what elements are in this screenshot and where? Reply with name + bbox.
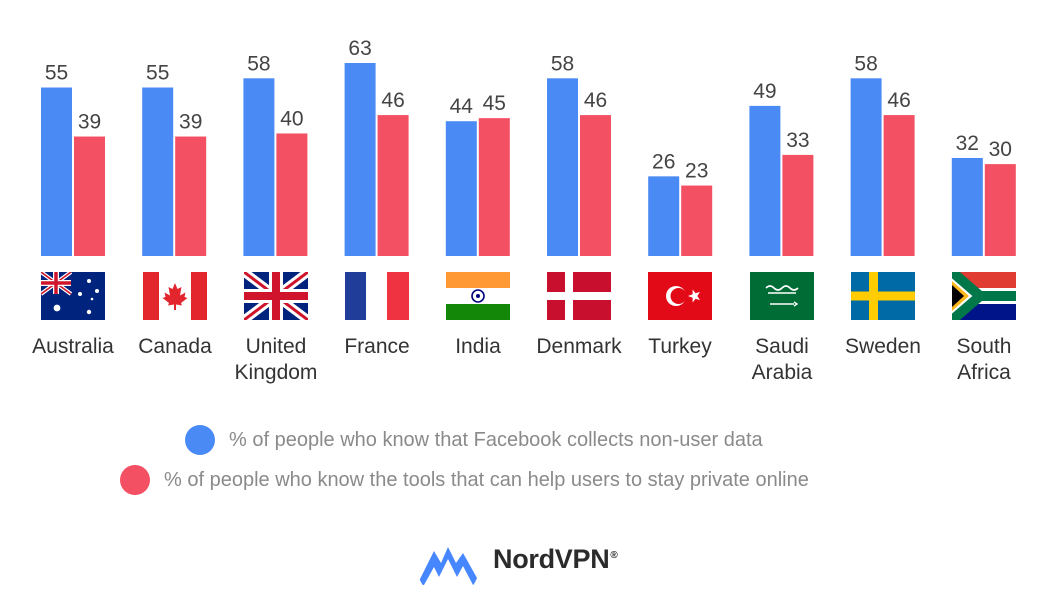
bar-privacy-tools-united-kingdom bbox=[276, 133, 308, 256]
country-canada: Canada bbox=[120, 268, 230, 360]
bar-value-label: 46 bbox=[381, 89, 404, 112]
country-australia: Australia bbox=[18, 268, 128, 360]
country-label: Turkey bbox=[648, 335, 712, 358]
sweden-flag bbox=[851, 272, 915, 320]
turkey-flag bbox=[648, 272, 712, 320]
bar-non-user-data-united-kingdom bbox=[243, 78, 275, 256]
brand-logo: NordVPN® bbox=[415, 533, 618, 585]
country-label: South Africa bbox=[956, 335, 1012, 384]
legend-label: % of people who know that Facebook colle… bbox=[229, 428, 763, 451]
country-sweden: Sweden bbox=[828, 268, 938, 360]
bar-value-label: 55 bbox=[45, 62, 68, 85]
bar-privacy-tools-australia bbox=[74, 136, 105, 256]
bar-privacy-tools-saudi-arabia bbox=[782, 154, 814, 256]
bar-value-label: 40 bbox=[280, 107, 303, 130]
bar-value-label: 46 bbox=[887, 89, 910, 112]
legend-label: % of people who know the tools that can … bbox=[164, 468, 809, 491]
bar-value-label: 44 bbox=[450, 95, 474, 118]
bar-non-user-data-turkey bbox=[648, 176, 680, 256]
legend-item-privacy-tools: % of people who know the tools that can … bbox=[120, 465, 809, 495]
bar-non-user-data-sweden bbox=[850, 78, 882, 256]
bar-privacy-tools-sweden bbox=[883, 115, 915, 256]
bar-value-label: 33 bbox=[786, 129, 809, 152]
bar-non-user-data-canada bbox=[142, 87, 174, 256]
country-label: India bbox=[455, 335, 501, 358]
country-label: Australia bbox=[32, 335, 114, 358]
south-africa-flag bbox=[952, 272, 1016, 320]
country-denmark: Denmark bbox=[524, 268, 634, 360]
bar-value-label: 23 bbox=[685, 160, 708, 183]
bar-value-label: 30 bbox=[989, 138, 1012, 161]
bar-privacy-tools-south-africa bbox=[984, 164, 1016, 256]
bar-chart: 55 39 55 39 58 40 63 46 44 45 58 46 26 23 49 33 58 46 32 30 bbox=[41, 37, 1016, 257]
bar-value-label: 26 bbox=[652, 150, 675, 173]
bar-non-user-data-saudi-arabia bbox=[749, 105, 781, 256]
country-india: India bbox=[423, 268, 533, 360]
denmark-flag bbox=[547, 272, 611, 320]
bar-privacy-tools-france bbox=[377, 115, 409, 256]
country-label: France bbox=[344, 335, 410, 358]
brand-name: NordVPN® bbox=[493, 543, 618, 574]
bar-value-label: 58 bbox=[854, 52, 877, 75]
bar-non-user-data-australia bbox=[41, 87, 72, 256]
country-france: France bbox=[322, 268, 432, 360]
france-flag bbox=[345, 272, 409, 320]
bar-privacy-tools-denmark bbox=[580, 115, 611, 256]
bar-non-user-data-france bbox=[344, 63, 376, 256]
bar-value-label: 45 bbox=[483, 92, 506, 115]
bar-value-label: 49 bbox=[753, 80, 776, 103]
country-south-africa: South Africa bbox=[929, 268, 1039, 386]
country-label: United Kingdom bbox=[234, 335, 318, 384]
legend-swatch bbox=[185, 425, 215, 455]
country-label: Canada bbox=[138, 335, 212, 358]
bar-non-user-data-denmark bbox=[547, 78, 578, 256]
saudi-arabia-flag bbox=[750, 272, 814, 320]
country-label: Sweden bbox=[845, 335, 921, 358]
country-label: Saudi Arabia bbox=[751, 335, 813, 384]
bar-value-label: 32 bbox=[956, 132, 979, 155]
canada-flag bbox=[143, 272, 207, 320]
bar-value-label: 46 bbox=[584, 89, 607, 112]
nordvpn-mountain-icon bbox=[417, 547, 479, 585]
bar-value-label: 58 bbox=[247, 52, 270, 75]
bar-value-label: 63 bbox=[348, 37, 371, 60]
legend-item-non-user-data: % of people who know that Facebook colle… bbox=[185, 425, 763, 455]
country-axis: Australia Canada United Kingdom France bbox=[0, 268, 1050, 398]
bar-value-label: 55 bbox=[146, 62, 169, 85]
bar-value-label: 39 bbox=[78, 111, 101, 134]
bar-privacy-tools-canada bbox=[175, 136, 207, 256]
country-united-kingdom: United Kingdom bbox=[221, 268, 331, 386]
bar-non-user-data-south-africa bbox=[951, 157, 983, 256]
country-turkey: Turkey bbox=[625, 268, 735, 360]
australia-flag bbox=[41, 272, 105, 320]
bar-privacy-tools-india bbox=[478, 118, 510, 257]
bar-privacy-tools-turkey bbox=[681, 185, 713, 256]
india-flag bbox=[446, 272, 510, 320]
bar-non-user-data-india bbox=[445, 121, 477, 256]
legend-swatch bbox=[120, 465, 150, 495]
bar-value-label: 39 bbox=[179, 111, 202, 134]
country-label: Denmark bbox=[536, 335, 622, 358]
country-saudi-arabia: Saudi Arabia bbox=[727, 268, 837, 386]
uk-flag bbox=[244, 272, 308, 320]
bar-value-label: 58 bbox=[551, 52, 574, 75]
